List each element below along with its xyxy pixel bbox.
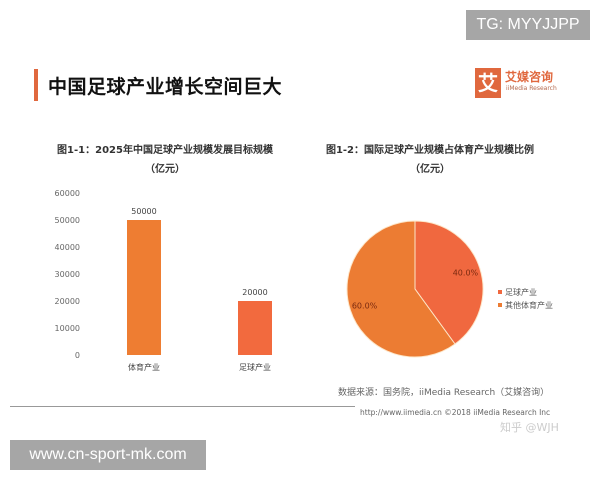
pie-chart-subtitle: （亿元）	[410, 164, 450, 175]
y-tick-label: 30000	[55, 270, 80, 279]
x-tick-label: 足球产业	[239, 362, 271, 372]
footer-text: http://www.iimedia.cn ©2018 iiMedia Rese…	[360, 408, 551, 417]
bar-chart-subtitle: （亿元）	[145, 164, 185, 175]
logo-name-en: iiMedia Research	[506, 85, 557, 92]
legend-swatch	[498, 303, 502, 307]
watermark-top: TG: MYYJJPP	[466, 10, 590, 40]
bar	[127, 220, 161, 355]
pie-slice	[414, 220, 484, 345]
logo-mark: 艾	[475, 68, 501, 98]
data-source: 数据来源：国务院，iiMedia Research（艾媒咨询）	[338, 388, 550, 398]
zhihu-watermark: 知乎 @WJH	[500, 421, 559, 434]
data-label: 50000	[131, 207, 156, 216]
y-tick-label: 20000	[55, 297, 80, 306]
pie-chart-title: 图1-2：国际足球产业规模占体育产业规模比例	[325, 145, 535, 156]
logo-name-cn: 艾媒咨询	[505, 70, 554, 84]
y-tick-label: 60000	[55, 189, 80, 198]
pie-data-label: 40.0%	[453, 269, 479, 278]
bar-chart-title: 图1-1：2025年中国足球产业规模发展目标规模	[57, 145, 273, 156]
watermark-bottom: www.cn-sport-mk.com	[10, 440, 206, 470]
legend-swatch	[498, 290, 502, 294]
legend-label: 其他体育产业	[505, 300, 553, 310]
page-title: 中国足球产业增长空间巨大	[48, 76, 283, 98]
pie-data-label: 60.0%	[352, 301, 378, 310]
footer-divider	[10, 406, 355, 407]
title-accent-bar	[34, 69, 38, 101]
data-label: 20000	[242, 288, 267, 297]
y-tick-label: 40000	[55, 243, 80, 252]
y-tick-label: 0	[75, 351, 80, 360]
pie-slice	[346, 220, 456, 358]
bar-chart: 0 10000 20000 30000 40000 50000 60000 50000 体育产业…	[55, 189, 272, 372]
y-tick-label: 10000	[55, 324, 80, 333]
x-tick-label: 体育产业	[128, 362, 160, 372]
pie-chart: 40.0% 足球产业 60.0% 其他体育产业	[346, 220, 553, 358]
y-tick-label: 50000	[55, 216, 80, 225]
legend-label: 足球产业	[505, 287, 537, 297]
bar	[238, 301, 272, 355]
